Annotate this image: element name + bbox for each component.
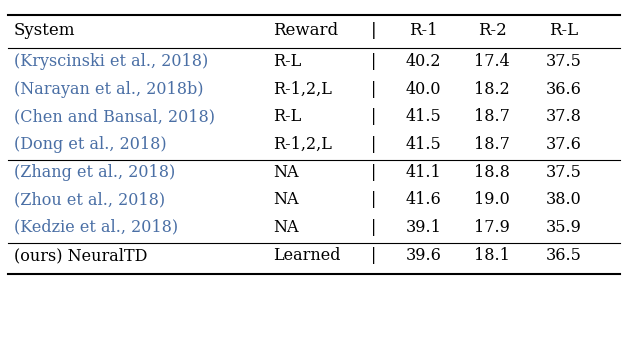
Text: (Chen and Bansal, 2018): (Chen and Bansal, 2018) xyxy=(14,108,215,125)
Text: 18.2: 18.2 xyxy=(474,81,510,98)
Text: (ours) NeuralTD: (ours) NeuralTD xyxy=(14,247,148,264)
Text: System: System xyxy=(14,22,75,39)
Text: |: | xyxy=(371,108,376,125)
Text: R-L: R-L xyxy=(550,22,578,39)
Text: (Zhou et al., 2018): (Zhou et al., 2018) xyxy=(14,191,165,208)
Text: |: | xyxy=(371,81,376,98)
Text: 39.6: 39.6 xyxy=(406,247,441,264)
Text: Learned: Learned xyxy=(273,247,341,264)
Text: |: | xyxy=(371,164,376,181)
Text: |: | xyxy=(371,53,376,70)
Text: 39.1: 39.1 xyxy=(406,219,441,236)
Text: 37.5: 37.5 xyxy=(546,53,582,70)
Text: |: | xyxy=(371,191,376,208)
Text: Reward: Reward xyxy=(273,22,338,39)
Text: 38.0: 38.0 xyxy=(546,191,582,208)
Text: R-1: R-1 xyxy=(409,22,438,39)
Text: 18.7: 18.7 xyxy=(474,136,510,153)
Text: 41.5: 41.5 xyxy=(406,108,441,125)
Text: 41.1: 41.1 xyxy=(406,164,441,181)
Text: 18.8: 18.8 xyxy=(474,164,510,181)
Text: R-1,2,L: R-1,2,L xyxy=(273,81,332,98)
Text: 37.6: 37.6 xyxy=(546,136,582,153)
Text: |: | xyxy=(371,136,376,153)
Text: |: | xyxy=(371,22,376,39)
Text: 17.9: 17.9 xyxy=(474,219,510,236)
Text: 40.2: 40.2 xyxy=(406,53,441,70)
Text: NA: NA xyxy=(273,219,299,236)
Text: 36.6: 36.6 xyxy=(546,81,582,98)
Text: 36.5: 36.5 xyxy=(546,247,582,264)
Text: 17.4: 17.4 xyxy=(474,53,510,70)
Text: R-1,2,L: R-1,2,L xyxy=(273,136,332,153)
Text: (Dong et al., 2018): (Dong et al., 2018) xyxy=(14,136,166,153)
Text: (Kryscinski et al., 2018): (Kryscinski et al., 2018) xyxy=(14,53,208,70)
Text: 37.5: 37.5 xyxy=(546,164,582,181)
Text: 18.1: 18.1 xyxy=(474,247,510,264)
Text: R-L: R-L xyxy=(273,108,301,125)
Text: (Narayan et al., 2018b): (Narayan et al., 2018b) xyxy=(14,81,203,98)
Text: NA: NA xyxy=(273,191,299,208)
Text: 37.8: 37.8 xyxy=(546,108,582,125)
Text: R-2: R-2 xyxy=(478,22,507,39)
Text: (Kedzie et al., 2018): (Kedzie et al., 2018) xyxy=(14,219,178,236)
Text: 40.0: 40.0 xyxy=(406,81,441,98)
Text: (Zhang et al., 2018): (Zhang et al., 2018) xyxy=(14,164,175,181)
Text: 35.9: 35.9 xyxy=(546,219,582,236)
Text: |: | xyxy=(371,247,376,264)
Text: R-L: R-L xyxy=(273,53,301,70)
Text: 18.7: 18.7 xyxy=(474,108,510,125)
Text: 41.5: 41.5 xyxy=(406,136,441,153)
Text: 41.6: 41.6 xyxy=(406,191,441,208)
Text: 19.0: 19.0 xyxy=(474,191,510,208)
Text: NA: NA xyxy=(273,164,299,181)
Text: |: | xyxy=(371,219,376,236)
